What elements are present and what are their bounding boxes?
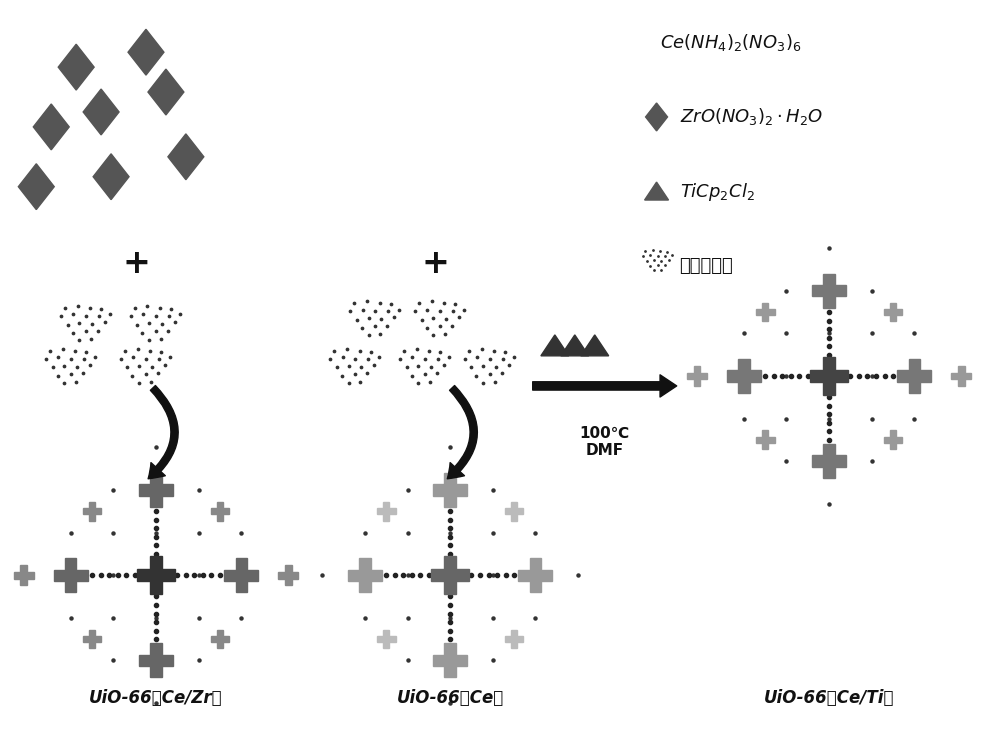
Bar <box>884 436 902 443</box>
Bar <box>348 569 382 581</box>
Bar <box>433 485 467 496</box>
Polygon shape <box>93 154 129 200</box>
Bar <box>444 556 456 594</box>
Bar <box>359 558 371 592</box>
Text: +: + <box>421 247 449 280</box>
Bar <box>211 636 229 643</box>
Bar <box>377 508 396 515</box>
Text: $ZrO(NO_3)_2\cdot H_2O$: $ZrO(NO_3)_2\cdot H_2O$ <box>680 107 823 127</box>
Bar <box>505 508 523 515</box>
Bar <box>810 370 848 382</box>
Text: $TiCp_2Cl_2$: $TiCp_2Cl_2$ <box>680 181 754 202</box>
Bar <box>431 569 469 581</box>
Text: +: + <box>122 247 150 280</box>
Bar <box>762 431 768 450</box>
Bar <box>444 643 456 678</box>
Bar <box>20 565 27 586</box>
Polygon shape <box>58 44 94 90</box>
Bar <box>83 636 101 643</box>
Bar <box>687 373 707 379</box>
Bar <box>217 502 223 520</box>
Bar <box>383 502 389 520</box>
Polygon shape <box>646 103 668 131</box>
Bar <box>444 473 456 507</box>
Bar <box>139 485 173 496</box>
Polygon shape <box>561 335 589 356</box>
Bar <box>217 629 223 648</box>
Bar <box>236 558 247 592</box>
Bar <box>738 359 750 393</box>
Bar <box>812 285 846 297</box>
Bar <box>823 444 835 478</box>
Bar <box>530 558 541 592</box>
FancyArrowPatch shape <box>447 385 477 479</box>
Text: UiO-66（Ce）: UiO-66（Ce） <box>397 689 504 707</box>
Bar <box>150 473 162 507</box>
Bar <box>224 569 258 581</box>
Bar <box>511 502 517 520</box>
Bar <box>694 366 700 386</box>
Text: UiO-66（Ce/Zr）: UiO-66（Ce/Zr） <box>89 689 223 707</box>
Bar <box>958 366 965 386</box>
Bar <box>756 436 775 443</box>
Polygon shape <box>645 182 669 200</box>
Bar <box>278 572 298 579</box>
Polygon shape <box>128 29 164 75</box>
Bar <box>890 431 896 450</box>
Polygon shape <box>148 69 184 115</box>
Bar <box>505 636 523 643</box>
Bar <box>762 303 768 322</box>
Bar <box>511 629 517 648</box>
Bar <box>83 508 101 515</box>
Bar <box>897 371 931 382</box>
Bar <box>756 309 775 315</box>
Bar <box>823 357 835 395</box>
Bar <box>211 508 229 515</box>
Bar <box>89 629 95 648</box>
Bar <box>951 373 971 379</box>
Bar <box>14 572 34 579</box>
Bar <box>150 556 162 594</box>
Bar <box>54 569 88 581</box>
Bar <box>285 565 292 586</box>
Text: UiO-66（Ce/Ti）: UiO-66（Ce/Ti） <box>764 689 894 707</box>
Bar <box>137 569 175 581</box>
Text: 100℃
DMF: 100℃ DMF <box>580 425 630 458</box>
Polygon shape <box>541 335 569 356</box>
Polygon shape <box>581 335 609 356</box>
Text: $Ce(NH_4)_2(NO_3)_6$: $Ce(NH_4)_2(NO_3)_6$ <box>660 31 801 53</box>
Polygon shape <box>168 134 204 180</box>
Bar <box>909 359 920 393</box>
Bar <box>139 655 173 666</box>
FancyArrowPatch shape <box>533 375 677 397</box>
Bar <box>383 629 389 648</box>
Bar <box>823 273 835 308</box>
Polygon shape <box>33 104 69 150</box>
Bar <box>433 655 467 666</box>
Bar <box>884 309 902 315</box>
Polygon shape <box>18 164 54 210</box>
FancyArrowPatch shape <box>148 385 178 479</box>
Polygon shape <box>83 89 119 135</box>
Bar <box>518 569 552 581</box>
Bar <box>150 643 162 678</box>
Bar <box>890 303 896 322</box>
Bar <box>377 636 396 643</box>
Bar <box>812 455 846 467</box>
Text: 对苯二甲酸: 对苯二甲酸 <box>680 257 733 276</box>
Bar <box>65 558 76 592</box>
Bar <box>727 371 761 382</box>
Bar <box>89 502 95 520</box>
